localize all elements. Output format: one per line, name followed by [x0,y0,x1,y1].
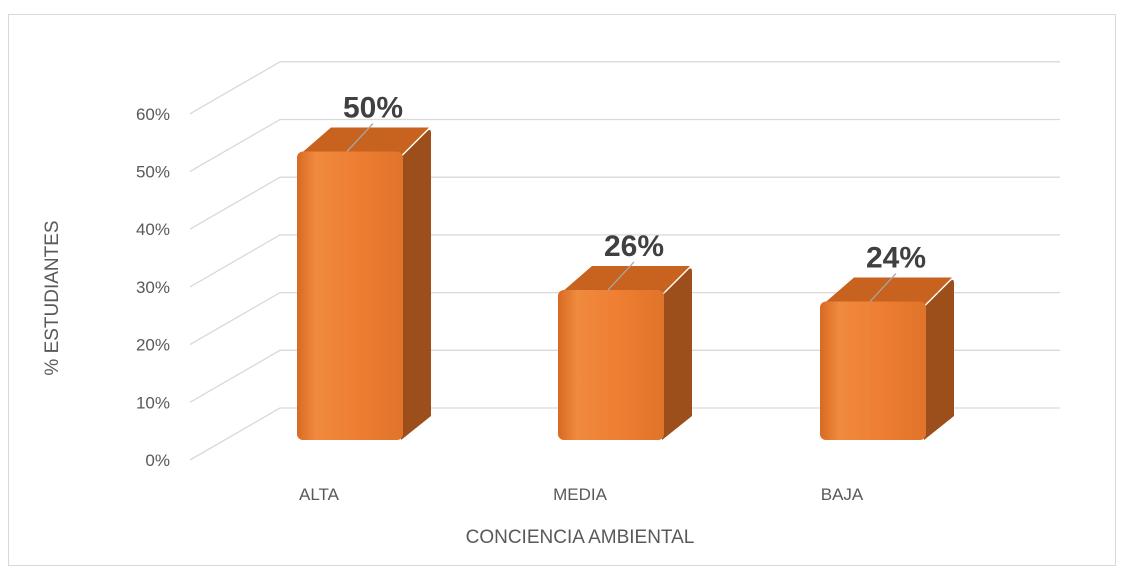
data-label-leader [869,273,897,302]
bar-media: 26% [558,230,692,440]
y-tick-label: 30% [136,278,170,297]
data-label: 24% [866,242,926,275]
bar-side [662,268,692,440]
gridline [189,349,1060,403]
bar-top [301,127,429,156]
y-tick-label: 10% [136,393,170,412]
bars: 50% 26% 24% [297,92,954,440]
bar-front [297,151,403,440]
bar-side [401,129,431,440]
bar-top [824,277,952,306]
data-label-leader [346,123,374,152]
bar-top [562,265,690,294]
bar-front [820,301,926,440]
bar-front [558,289,664,440]
y-tick-label: 0% [145,451,170,470]
data-label: 26% [604,230,664,263]
y-tick-label: 60% [136,105,170,124]
data-label: 50% [343,92,403,125]
y-axis-title: % ESTUDIANTES [42,220,63,375]
x-axis-title: CONCIENCIA AMBIENTAL [466,527,695,548]
y-tick-label: 50% [136,163,170,182]
x-axis-categories: ALTA MEDIA BAJA [299,485,864,504]
gridline [189,407,1060,461]
gridline [189,176,1060,230]
bar-baja: 24% [820,242,954,440]
x-category-label: ALTA [299,485,340,504]
gridlines [189,61,1060,461]
gridline [189,61,1060,115]
gridline [189,118,1060,173]
gridline [189,291,1060,346]
gridline [189,234,1060,288]
bar-side [924,279,954,440]
x-category-label: MEDIA [553,485,608,504]
data-label-leader [607,261,635,291]
y-tick-label: 40% [136,220,170,239]
y-axis-ticks: 0% 10% 20% 30% 40% 50% 60% [136,105,170,470]
bar-alta: 50% [297,92,431,440]
y-tick-label: 20% [136,336,170,355]
x-category-label: BAJA [821,485,864,504]
